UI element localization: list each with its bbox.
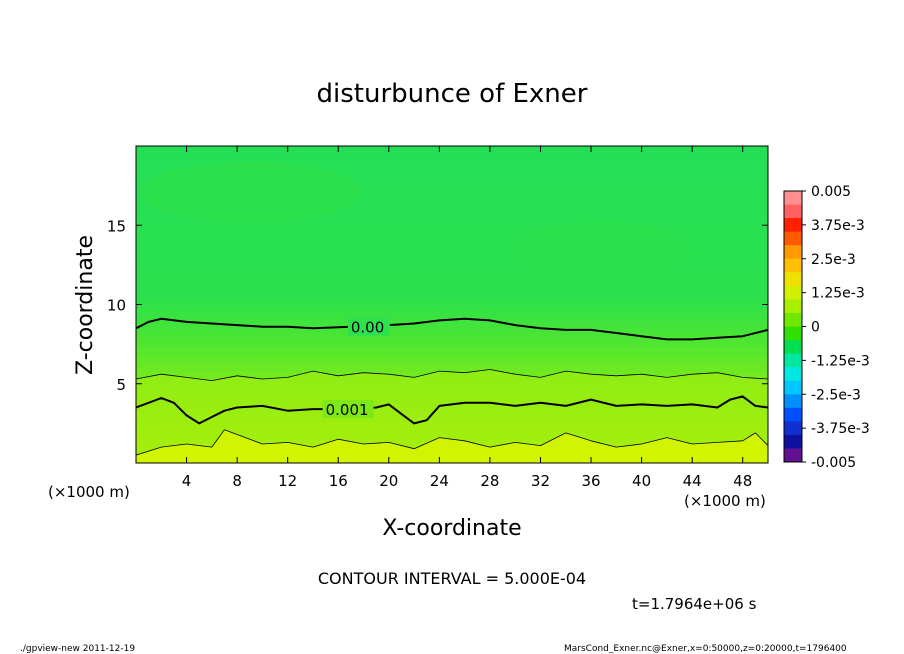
filled-contours [136, 162, 768, 463]
colorbar-label: -1.25e-3 [811, 353, 870, 369]
colorbar-label: -0.005 [811, 455, 856, 471]
colorbar [783, 190, 803, 463]
colorbar-swatch [784, 258, 802, 273]
colorbar-label: 0.005 [811, 184, 851, 200]
fill-band-low [136, 369, 768, 463]
x-axis-label: X-coordinate [382, 516, 521, 541]
contour-label-bg [347, 317, 390, 336]
contour-labels: 0.00 0.001 [322, 317, 390, 419]
colorbar-labels: 0.005 3.75e-3 2.5e-3 1.25e-3 0 -1.25e-3 -2.5e-… [802, 184, 870, 471]
colorbar-swatch [784, 204, 802, 219]
colorbar-swatch [784, 312, 802, 327]
footer-right: MarsCond_Exner.nc@Exner,x=0:50000,z=0:20… [564, 644, 847, 654]
contour-line [136, 369, 768, 381]
chart-title: disturbunce of Exner [317, 79, 588, 109]
x-axis-ticks: 4 8 12 16 20 24 28 32 36 40 44 48 [182, 146, 752, 490]
contour-label: 0.00 [351, 319, 384, 337]
x-tick-label: 44 [683, 472, 702, 490]
colorbar-label: -3.75e-3 [811, 421, 870, 437]
colorbar-swatch [784, 448, 802, 463]
fill-band-bottom [136, 429, 768, 463]
colorbar-swatch [784, 434, 802, 449]
colorbar-label: 2.5e-3 [811, 252, 856, 268]
x-tick-label: 24 [430, 472, 449, 490]
colorbar-swatch [784, 340, 802, 355]
contour-interval-text: CONTOUR INTERVAL = 5.000E-04 [318, 569, 586, 588]
x-tick-label: 20 [379, 472, 398, 490]
y-axis-label: Z-coordinate [73, 235, 98, 375]
fill-patch [510, 222, 690, 278]
contour-line [136, 317, 768, 341]
y-tick-label: 15 [107, 217, 126, 235]
x-tick-label: 32 [531, 472, 550, 490]
colorbar-label: -2.5e-3 [811, 387, 861, 403]
contour-line [136, 395, 768, 425]
x-unit-label: (×1000 m) [684, 492, 766, 510]
x-tick-label: 28 [480, 472, 499, 490]
x-tick-label: 4 [182, 472, 192, 490]
colorbar-swatch [784, 231, 802, 246]
colorbar-label: 0 [811, 320, 820, 336]
contour-line [136, 429, 768, 456]
colorbar-swatch [784, 367, 802, 382]
colorbar-swatch [784, 353, 802, 368]
colorbar-label: 3.75e-3 [811, 218, 865, 234]
contour-label-bg [322, 400, 374, 419]
contour-lines [136, 317, 768, 456]
x-tick-label: 16 [329, 472, 348, 490]
y-unit-label: (×1000 m) [48, 483, 130, 501]
x-tick-label: 36 [581, 472, 600, 490]
colorbar-swatch [784, 218, 802, 233]
fill-patch [140, 162, 360, 222]
colorbar-swatch [784, 380, 802, 395]
colorbar-swatch [784, 326, 802, 341]
x-tick-label: 40 [632, 472, 651, 490]
colorbar-label: 1.25e-3 [811, 286, 865, 302]
colorbar-swatch [784, 285, 802, 300]
colorbar-swatch [784, 272, 802, 287]
x-tick-label: 48 [733, 472, 752, 490]
colorbar-swatch [784, 191, 802, 206]
colorbar-swatch [784, 245, 802, 260]
colorbar-swatch [784, 394, 802, 409]
y-tick-label: 5 [116, 376, 126, 394]
x-tick-label: 12 [278, 472, 297, 490]
time-stamp: t=1.7964e+06 s [632, 595, 757, 613]
colorbar-swatch [784, 407, 802, 422]
colorbar-swatch [784, 299, 802, 314]
y-tick-label: 10 [107, 297, 126, 315]
colorbar-swatch [784, 421, 802, 436]
x-tick-label: 8 [232, 472, 242, 490]
footer-left: ./gpview-new 2011-12-19 [20, 644, 135, 654]
y-axis-ticks: 5 10 15 [107, 217, 768, 394]
contour-label: 0.001 [326, 401, 369, 419]
